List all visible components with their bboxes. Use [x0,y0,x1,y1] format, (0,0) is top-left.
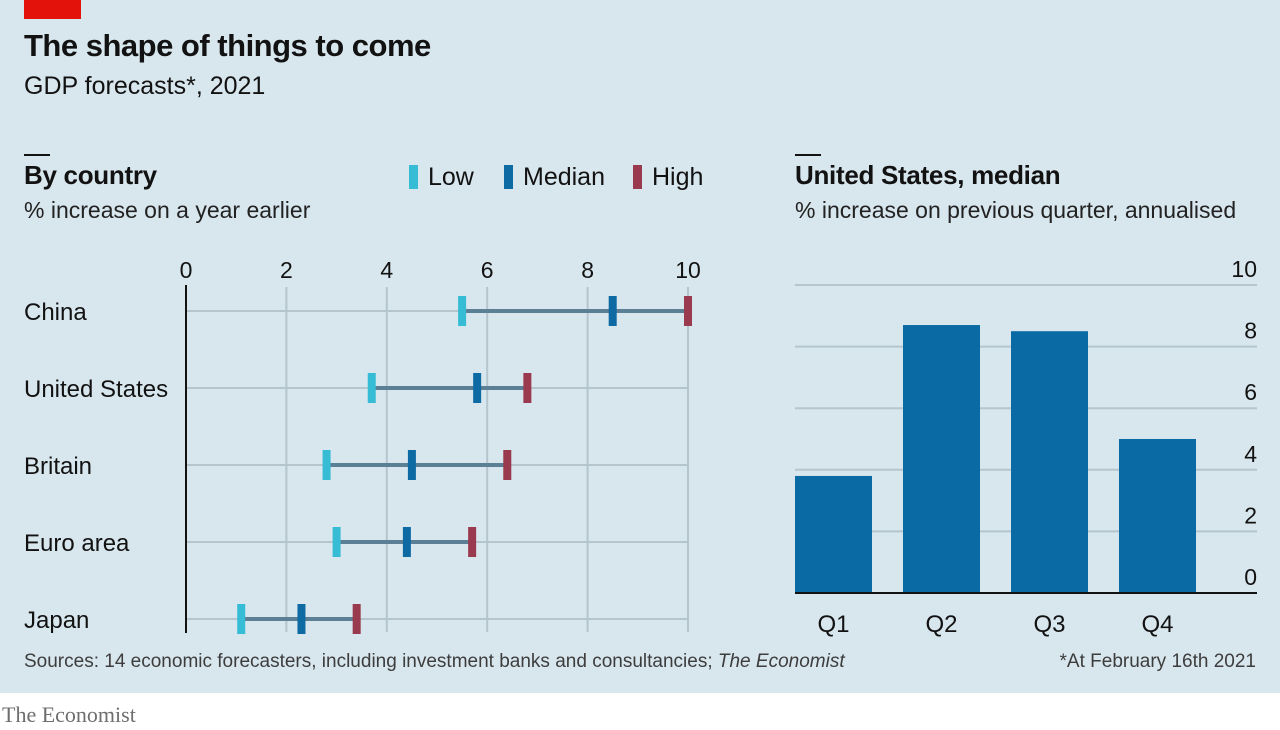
high-marker [468,527,477,557]
low-marker [332,527,341,557]
category-label: Euro area [24,530,130,557]
section-rule-right [795,154,821,156]
x-category-label: Q3 [1033,611,1065,638]
x-tick-label: 0 [180,257,193,283]
median-marker [297,604,306,634]
chart-title: The shape of things to come [24,28,431,63]
bar [1011,331,1088,593]
sources-note: Sources: 14 economic forecasters, includ… [24,651,845,673]
legend-label-low: Low [428,162,474,191]
median-marker [608,296,617,326]
x-tick-label: 10 [675,257,701,283]
low-marker [458,296,467,326]
category-label: Britain [24,453,92,480]
median-marker [473,373,482,403]
low-marker [367,373,376,403]
x-tick-label: 6 [481,257,494,283]
sources-publication: The Economist [717,651,845,672]
median-marker [402,527,411,557]
x-category-label: Q4 [1141,611,1173,638]
x-tick-label: 2 [280,257,293,283]
low-marker [322,450,331,480]
legend-label-median: Median [523,162,605,191]
category-label: Japan [24,607,89,634]
left-chart-subtitle: % increase on a year earlier [24,197,311,223]
legend-item-high: High [633,162,703,192]
high-marker [684,296,692,326]
right-chart-subtitle: % increase on previous quarter, annualis… [795,197,1237,223]
median-marker [407,450,416,480]
category-label: United States [24,376,168,403]
legend-swatch-low [409,165,418,189]
legend-swatch-median [504,165,513,189]
high-marker [352,604,361,634]
y-tick-label: 0 [1244,564,1257,590]
section-rule-left [24,154,50,156]
brand-logo: The Economist [2,702,136,727]
y-tick-label: 10 [1231,256,1257,282]
legend-swatch-high [633,165,642,189]
legend-item-low: Low [409,162,474,192]
y-tick-label: 4 [1244,441,1257,467]
category-label: China [24,299,87,326]
footnote: *At February 16th 2021 [1059,651,1256,672]
chart-subtitle: GDP forecasts*, 2021 [24,72,266,100]
x-category-label: Q2 [925,611,957,638]
y-tick-label: 8 [1244,318,1257,344]
bar [795,475,872,593]
high-marker [503,450,512,480]
x-tick-label: 8 [581,257,594,283]
sources-text: Sources: 14 economic forecasters, includ… [24,651,718,672]
charts-svg: 0 2 4 6 8 10 China United States Britain Euro are… [24,256,1257,638]
low-marker [237,604,246,634]
right-chart-title: United States, median [795,160,1061,190]
y-tick-label: 6 [1244,379,1257,405]
bar [903,325,980,593]
brand-accent-tab [24,0,81,19]
y-tick-label: 2 [1244,502,1257,528]
bar [1119,439,1196,593]
x-category-label: Q1 [817,611,849,638]
x-tick-label: 4 [380,257,393,283]
left-chart-title: By country [24,160,157,190]
legend-label-high: High [652,162,704,191]
legend-item-median: Median [504,162,605,192]
high-marker [523,373,532,403]
